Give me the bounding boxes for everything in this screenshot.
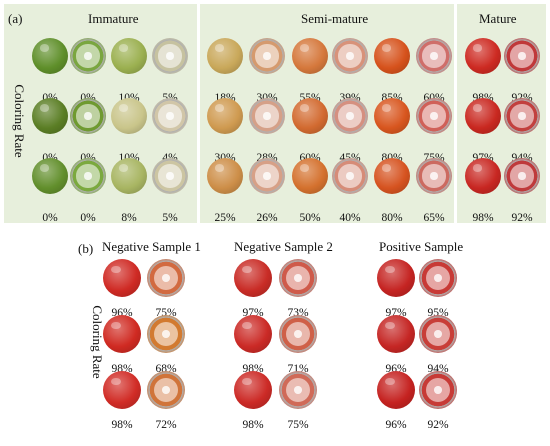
tomato-whole-photo	[32, 158, 68, 194]
tomato-whole-photo	[32, 98, 68, 134]
tomato-slice-photo	[147, 259, 185, 297]
coloring-rate-value: 92%	[427, 419, 449, 431]
group-immature: Immature	[88, 11, 139, 26]
group-positive: Positive Sample	[379, 239, 464, 254]
tomato-whole-photo	[111, 38, 147, 74]
tomato-slice-photo	[152, 158, 188, 194]
tomato-slice-photo	[504, 38, 540, 74]
tomato-slice-photo	[249, 98, 285, 134]
panel-a-ylabel: Coloring Rate	[12, 84, 27, 158]
tomato-slice-photo	[504, 158, 540, 194]
coloring-rate-value: 50%	[299, 212, 321, 224]
tomato-slice-photo	[504, 98, 540, 134]
tomato-whole-photo	[103, 371, 141, 409]
tomato-slice-photo	[419, 259, 457, 297]
coloring-rate-value: 40%	[339, 212, 361, 224]
tomato-whole-photo	[374, 38, 410, 74]
coloring-rate-value: 72%	[155, 419, 177, 431]
tomato-slice-photo	[279, 315, 317, 353]
coloring-rate-value: 92%	[511, 212, 533, 224]
group-semi-mature: Semi-mature	[301, 11, 369, 26]
tomato-whole-photo	[465, 158, 501, 194]
coloring-rate-value: 80%	[381, 212, 403, 224]
tomato-whole-photo	[377, 371, 415, 409]
tomato-whole-photo	[292, 98, 328, 134]
tomato-whole-photo	[292, 38, 328, 74]
coloring-rate-value: 98%	[242, 419, 264, 431]
coloring-rate-value: 75%	[287, 419, 309, 431]
tomato-slice-photo	[416, 38, 452, 74]
tomato-slice-photo	[70, 158, 106, 194]
tomato-slice-photo	[332, 38, 368, 74]
coloring-rate-value: 0%	[42, 212, 58, 224]
coloring-rate-value: 0%	[80, 212, 96, 224]
tomato-whole-photo	[103, 315, 141, 353]
coloring-rate-value: 96%	[385, 419, 407, 431]
tomato-whole-photo	[207, 98, 243, 134]
tomato-slice-photo	[332, 98, 368, 134]
coloring-rate-value: 98%	[111, 419, 133, 431]
tomato-whole-photo	[111, 98, 147, 134]
tomato-whole-photo	[111, 158, 147, 194]
tomato-slice-photo	[416, 158, 452, 194]
tomato-whole-photo	[465, 98, 501, 134]
tomato-slice-photo	[249, 158, 285, 194]
tomato-slice-photo	[147, 371, 185, 409]
tomato-whole-photo	[234, 315, 272, 353]
tomato-slice-photo	[152, 38, 188, 74]
coloring-rate-value: 65%	[423, 212, 445, 224]
tomato-whole-photo	[207, 158, 243, 194]
group-mature: Mature	[479, 11, 517, 26]
tomato-whole-photo	[234, 371, 272, 409]
coloring-rate-value: 98%	[472, 212, 494, 224]
tomato-slice-photo	[419, 371, 457, 409]
tomato-whole-photo	[374, 158, 410, 194]
tomato-slice-photo	[332, 158, 368, 194]
tomato-whole-photo	[32, 38, 68, 74]
tomato-slice-photo	[70, 98, 106, 134]
tomato-whole-photo	[103, 259, 141, 297]
tomato-slice-photo	[147, 315, 185, 353]
tomato-slice-photo	[70, 38, 106, 74]
group-negative-2: Negative Sample 2	[234, 239, 333, 254]
coloring-rate-value: 25%	[214, 212, 236, 224]
tomato-slice-photo	[249, 38, 285, 74]
tomato-slice-photo	[279, 259, 317, 297]
tomato-whole-photo	[465, 38, 501, 74]
tomato-slice-photo	[419, 315, 457, 353]
tomato-slice-photo	[279, 371, 317, 409]
tomato-slice-photo	[152, 98, 188, 134]
tomato-whole-photo	[377, 259, 415, 297]
tomato-whole-photo	[374, 98, 410, 134]
coloring-rate-value: 5%	[162, 212, 178, 224]
group-negative-1: Negative Sample 1	[102, 239, 201, 254]
tomato-whole-photo	[234, 259, 272, 297]
tomato-whole-photo	[292, 158, 328, 194]
coloring-rate-value: 8%	[121, 212, 137, 224]
tomato-whole-photo	[377, 315, 415, 353]
coloring-rate-value: 26%	[256, 212, 278, 224]
panel-a-label: (a)	[8, 11, 23, 26]
panel-b-label: (b)	[78, 241, 94, 256]
tomato-whole-photo	[207, 38, 243, 74]
tomato-slice-photo	[416, 98, 452, 134]
